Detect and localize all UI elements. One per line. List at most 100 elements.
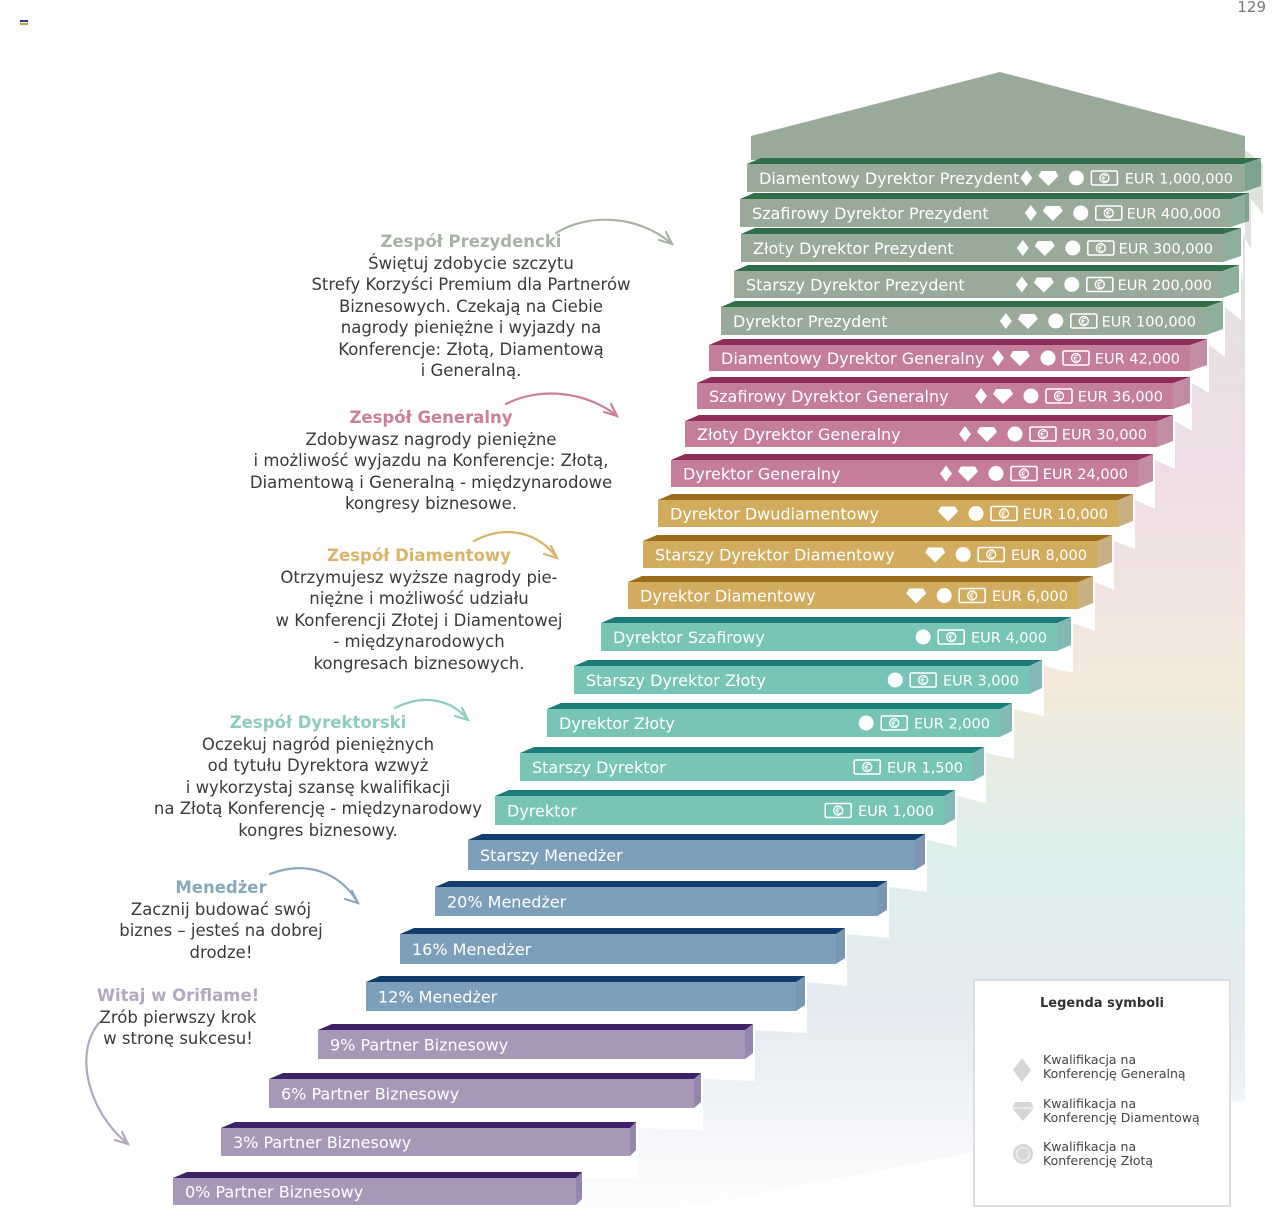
step-partner: 3% Partner Biznesowy [221, 1122, 636, 1156]
step-director: Dyrektor Szafirowy EUR 4,000 € [601, 617, 1071, 651]
gold-circle-icon [1023, 388, 1039, 404]
arrowhead-icon [343, 889, 361, 905]
step-label: 0% Partner Biznesowy [185, 1183, 363, 1202]
step-face [658, 500, 1118, 527]
step-label: Diamentowy Dyrektor Prezydent [759, 169, 1019, 188]
step-label: 6% Partner Biznesowy [281, 1085, 459, 1104]
step-diamond: Dyrektor Dwudiamentowy EUR 10,000 € [658, 494, 1133, 527]
brilliant-icon [1010, 351, 1030, 366]
arrowhead-icon [657, 230, 675, 246]
step-label: Złoty Dyrektor Generalny [697, 425, 901, 444]
step-face [400, 934, 836, 964]
page-number: 129 [1237, 0, 1266, 16]
step-side [1206, 301, 1223, 335]
step-face [269, 1079, 694, 1108]
step-director: Dyrektor Złoty EUR 2,000 € [547, 703, 1012, 737]
gold-circle-icon [1065, 240, 1081, 256]
step-director: Dyrektor EUR 1,000 € [495, 790, 955, 825]
svg-text:€: € [988, 551, 994, 561]
step-reward: EUR 200,000 [1118, 278, 1212, 294]
callout-president-text: Świętuj zdobycie szczytu Strefy Korzyści… [311, 253, 631, 381]
step-riser [741, 228, 1241, 234]
step-side [877, 881, 887, 916]
gold-circle-icon [858, 715, 874, 731]
callout-partner-text: Zrób pierwszy krok w stronę sukcesu! [99, 1007, 257, 1049]
svg-text:€: € [920, 677, 926, 687]
step-riser [173, 1172, 582, 1178]
step-side [915, 834, 925, 870]
step-side [1138, 454, 1153, 487]
brilliant-icon [1042, 206, 1063, 221]
step-riser [221, 1122, 636, 1128]
brilliant-icon [906, 588, 927, 604]
corner-flag-icon [20, 20, 28, 26]
callout-general-text: Zdobywasz nagrody pieniężne i możliwość … [249, 429, 613, 514]
step-face [366, 982, 796, 1011]
legend-item-general: Kwalifikacja na Konferencję Generalną [1043, 1052, 1186, 1081]
step-face [574, 666, 1029, 694]
step-riser [747, 158, 1261, 164]
step-side [1057, 617, 1071, 651]
step-side [745, 1024, 753, 1059]
step-director: Starszy Dyrektor Złoty EUR 3,000 € [574, 660, 1042, 694]
step-president: Złoty Dyrektor Prezydent EUR 300,000 € [741, 228, 1241, 262]
general-diamond-icon [1024, 205, 1037, 221]
banknote-icon: € [1070, 313, 1098, 329]
step-riser [721, 301, 1223, 307]
step-reward: EUR 3,000 [943, 674, 1019, 690]
callout-arrow [472, 530, 559, 560]
step-general: Dyrektor Generalny EUR 24,000 € [671, 454, 1153, 487]
symbol-legend: Legenda symboli Kwalifikacja na Konferen… [973, 979, 1231, 1207]
callout-diamond-title: Zespół Diamentowy [327, 546, 511, 565]
callout-diamond-text: Otrzymujesz wyższe nagrody pie- niężne i… [275, 567, 563, 673]
banknote-icon: € [1029, 426, 1057, 442]
arrowhead-icon [453, 706, 471, 722]
brilliant-icon [977, 427, 997, 442]
general-diamond-icon [1015, 276, 1028, 293]
step-face [747, 164, 1243, 192]
step-face [643, 541, 1097, 568]
step-riser [400, 928, 845, 934]
svg-text:€: € [1106, 210, 1112, 220]
step-side [1029, 660, 1042, 694]
svg-text:€: € [891, 720, 897, 730]
svg-text:€: € [1081, 318, 1087, 328]
step-label: 20% Menedżer [447, 893, 567, 912]
step-face [734, 271, 1222, 298]
step-general: Diamentowy Dyrektor Generalny EUR 42,000 € [709, 339, 1207, 371]
general-diamond-icon [999, 313, 1012, 329]
callout-manager-text: Zacznij budować swój biznes – jesteś na … [119, 899, 323, 962]
step-general: Szafirowy Dyrektor Generalny EUR 36,000 € [697, 377, 1190, 409]
step-side [944, 790, 955, 825]
step-riser [547, 703, 1012, 709]
step-reward: EUR 6,000 [992, 589, 1068, 605]
svg-text:€: € [1098, 245, 1104, 255]
step-manager: 20% Menedżer [435, 881, 887, 916]
callout-general-title: Zespół Generalny [349, 408, 513, 427]
step-side [1243, 158, 1261, 192]
svg-text:€: € [1040, 431, 1046, 441]
step-reward: EUR 1,500 [887, 761, 963, 777]
step-label: Dyrektor Złoty [559, 714, 675, 733]
step-side [1078, 576, 1093, 609]
callout-manager: Menedżer Zacznij budować swój biznes – j… [101, 877, 341, 963]
banknote-icon: € [1087, 240, 1115, 256]
svg-text:€: € [969, 592, 975, 602]
step-label: 9% Partner Biznesowy [330, 1036, 508, 1055]
step-side [836, 928, 845, 964]
step-general: Złoty Dyrektor Generalny EUR 30,000 € [685, 415, 1173, 447]
step-side [630, 1122, 636, 1156]
step-director: Starszy Dyrektor EUR 1,500 € [520, 747, 984, 781]
step-diamond: Starszy Dyrektor Diamentowy EUR 8,000 € [643, 535, 1112, 568]
step-riser [734, 265, 1239, 271]
step-partner: 6% Partner Biznesowy [269, 1073, 701, 1108]
general-diamond-icon [992, 350, 1004, 366]
gold-circle-icon [1068, 170, 1084, 186]
step-label: Dyrektor Prezydent [733, 312, 888, 331]
step-riser [601, 617, 1071, 623]
banknote-icon: € [1086, 276, 1114, 293]
step-president: Szafirowy Dyrektor Prezydent EUR 400,000 € [740, 193, 1249, 227]
brilliant-icon [1038, 171, 1059, 186]
step-side [694, 1073, 701, 1108]
